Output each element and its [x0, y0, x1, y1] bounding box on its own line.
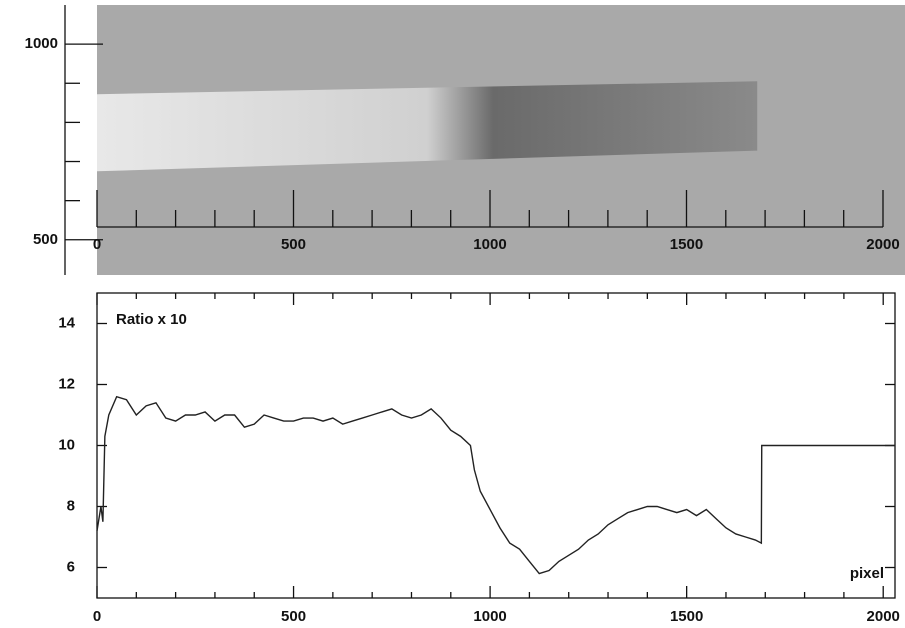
figure: 500 1000 0 500 1000 1500 2000 6 8 10 12 14 0 500 1000 1… — [0, 0, 905, 628]
x-tick-label: 500 — [281, 236, 306, 253]
y-tick-label: 500 — [33, 231, 58, 248]
x-tick-label: 1500 — [670, 608, 703, 625]
x-tick-label: 1000 — [473, 608, 506, 625]
x-tick-label: 2000 — [867, 608, 900, 625]
y-tick-label: 14 — [58, 314, 75, 331]
data-line — [97, 397, 895, 574]
y-tick-label: 8 — [67, 497, 75, 514]
x-tick-label: 1500 — [670, 236, 703, 253]
y-tick-label: 12 — [58, 375, 75, 392]
y-tick-label: 10 — [58, 436, 75, 453]
y-tick-label: 1000 — [25, 35, 58, 52]
x-tick-label: 1000 — [473, 236, 506, 253]
x-tick-label: 500 — [281, 608, 306, 625]
y-tick-label: 6 — [67, 558, 75, 575]
x-tick-label: 2000 — [866, 236, 899, 253]
x-tick-label: 0 — [93, 236, 101, 253]
annotation: Ratio x 10 — [116, 311, 187, 328]
page: {"chart_data": [ {"type": "image", "xlim… — [0, 0, 905, 628]
annotation: pixel — [850, 565, 884, 582]
x-tick-label: 0 — [93, 608, 101, 625]
